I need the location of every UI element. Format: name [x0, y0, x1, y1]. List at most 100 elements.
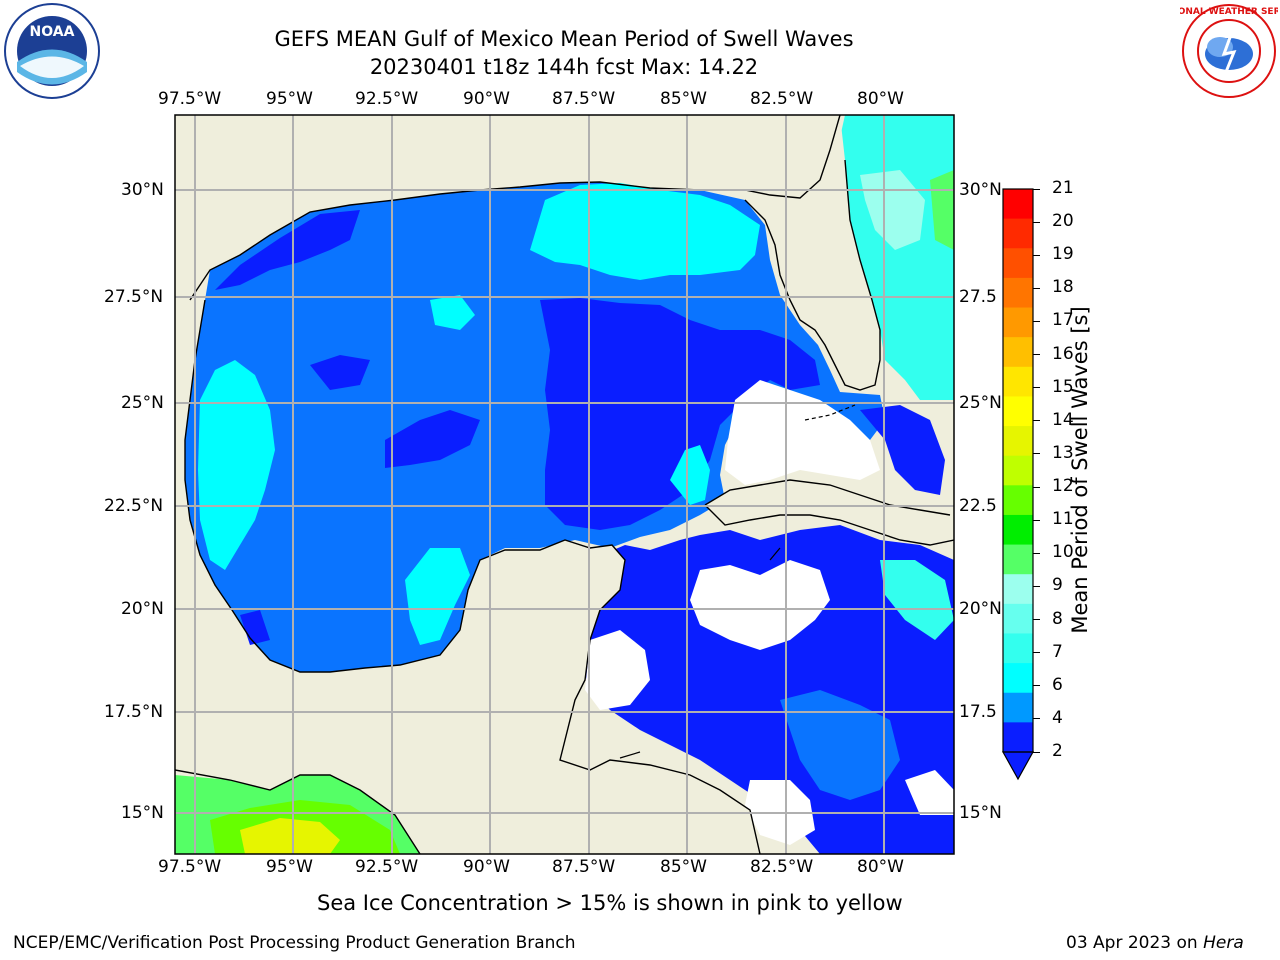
lat-tick-right: 30°N [959, 180, 1002, 200]
nodata-caribbean-2 [585, 630, 650, 710]
colorbar-extend-arrow [1001, 751, 1035, 781]
nodata-cuba-north [725, 380, 880, 485]
colorbar-tick-mark [1033, 453, 1040, 455]
graticule [175, 115, 954, 854]
lon-tick-top: 92.5°W [355, 89, 419, 109]
caribbean-light-blue [780, 690, 900, 800]
colorbar-tick-label: 18 [1052, 277, 1074, 298]
lat-tick-left: 30°N [121, 180, 164, 200]
lat-tick-right: 25°N [959, 393, 1002, 413]
sea-ice-note: Sea Ice Concentration > 15% is shown in … [317, 891, 903, 915]
colorbar-tick-label: 8 [1052, 608, 1063, 629]
nws-logo: NATIONAL WEATHER SERVICE [1180, 4, 1278, 98]
colorbar-segment [1003, 544, 1033, 575]
lat-tick-left: 27.5°N [104, 287, 164, 307]
lon-tick-top: 97.5°W [158, 89, 222, 109]
cyan-north-central [530, 183, 760, 280]
colorbar-tick-label: 19 [1052, 244, 1074, 265]
dark-blue-central [540, 298, 820, 530]
colorbar-segment [1003, 574, 1033, 605]
colorbar-label: Mean Period of Swell Waves [s] [1068, 306, 1092, 634]
lon-tick-top: 87.5°W [552, 89, 616, 109]
colorbar-tick-label: 7 [1052, 641, 1063, 662]
colorbar-tick-mark [1033, 619, 1040, 621]
cyan-campeche [405, 548, 470, 645]
colorbar-segment [1003, 692, 1033, 723]
lon-tick-top: 90°W [463, 89, 510, 109]
colorbar-frame [1002, 188, 1034, 753]
colorbar-tick-label: 12 [1052, 476, 1074, 497]
colorbar-tick-mark [1033, 420, 1040, 422]
footer-date: 03 Apr 2023 on [1066, 933, 1204, 953]
colorbar-segment [1003, 366, 1033, 397]
lon-tick-bottom: 85°W [660, 857, 707, 877]
cyan-yucatan-channel [670, 445, 710, 505]
colorbar-tick-label: 10 [1052, 542, 1074, 563]
colorbar-tick-mark [1033, 287, 1040, 289]
colorbar-tick-label: 11 [1052, 509, 1074, 530]
svg-text:NATIONAL WEATHER SERVICE: NATIONAL WEATHER SERVICE [1180, 7, 1278, 17]
colorbar-tick-label: 6 [1052, 674, 1063, 695]
colorbar-tick-mark [1033, 685, 1040, 687]
colorbar-segment [1003, 277, 1033, 309]
blue-florida-straits [860, 405, 945, 495]
colorbar-segment [1003, 722, 1033, 753]
colorbar-segment [1003, 603, 1033, 634]
colorbar-tick-label: 15 [1052, 376, 1074, 397]
lon-tick-top: 80°W [857, 89, 904, 109]
colorbar-tick-mark [1033, 652, 1040, 654]
cyan-central-patch [430, 295, 475, 330]
land-yucatan [370, 540, 760, 854]
colorbar-tick-mark [1033, 188, 1040, 190]
lat-tick-left: 17.5°N [104, 702, 164, 722]
colorbar-tick-mark [1033, 221, 1040, 223]
lon-tick-bottom: 95°W [266, 857, 313, 877]
colorbar-tick-label: 2 [1052, 741, 1063, 761]
nodata-caribbean-1 [690, 560, 830, 650]
colorbar-tick-label: 20 [1052, 211, 1074, 232]
colorbar-segment [1003, 455, 1033, 486]
lat-tick-right: 27.5 [959, 287, 997, 307]
colorbar-segment [1003, 218, 1033, 249]
gulf-ocean [185, 182, 885, 672]
lon-tick-bottom: 92.5°W [355, 857, 419, 877]
lon-tick-bottom: 90°W [463, 857, 510, 877]
colorbar-segment [1003, 337, 1033, 368]
colorbar-tick-mark [1033, 254, 1040, 256]
lat-tick-left: 20°N [121, 599, 164, 619]
colorbar-tick-mark [1033, 585, 1040, 587]
colorbar [1001, 188, 1035, 781]
colorbar-tick-mark [1033, 552, 1040, 554]
lon-tick-bottom: 97.5°W [158, 857, 222, 877]
colorbar-tick-label: 4 [1052, 707, 1063, 728]
lat-tick-right: 20°N [959, 599, 1002, 619]
lat-tick-right: 17.5 [959, 702, 997, 722]
colorbar-tick-label: 9 [1052, 575, 1063, 596]
noaa-logo: NOAA [4, 3, 100, 99]
dark-blue-nw [310, 355, 370, 390]
svg-text:NOAA: NOAA [30, 24, 75, 40]
cyan-west-coast [198, 360, 275, 570]
colorbar-segment [1003, 663, 1033, 694]
caribbean-cyan-east [880, 560, 954, 640]
colorbar-tick-label: 16 [1052, 343, 1074, 364]
colorbar-tick-mark [1033, 320, 1040, 322]
colorbar-segment [1003, 514, 1033, 546]
lat-tick-left: 15°N [121, 803, 164, 823]
lon-tick-top: 85°W [660, 89, 707, 109]
colorbar-tick-label: 17 [1052, 310, 1074, 331]
lon-tick-bottom: 80°W [857, 857, 904, 877]
colorbar-tick-mark [1033, 354, 1040, 356]
pacific-yellow [240, 818, 340, 854]
lat-tick-right: 15°N [959, 803, 1002, 823]
nodata-caribbean-4 [905, 770, 954, 815]
lon-tick-top: 82.5°W [750, 89, 814, 109]
title-line1: GEFS MEAN Gulf of Mexico Mean Period of … [274, 27, 854, 51]
colorbar-tick-label: 14 [1052, 409, 1074, 430]
colorbar-tick-mark [1033, 718, 1040, 720]
colorbar-segment [1003, 396, 1033, 427]
dark-blue-north [215, 210, 360, 290]
lon-tick-top: 95°W [266, 89, 313, 109]
lon-tick-bottom: 87.5°W [552, 857, 616, 877]
